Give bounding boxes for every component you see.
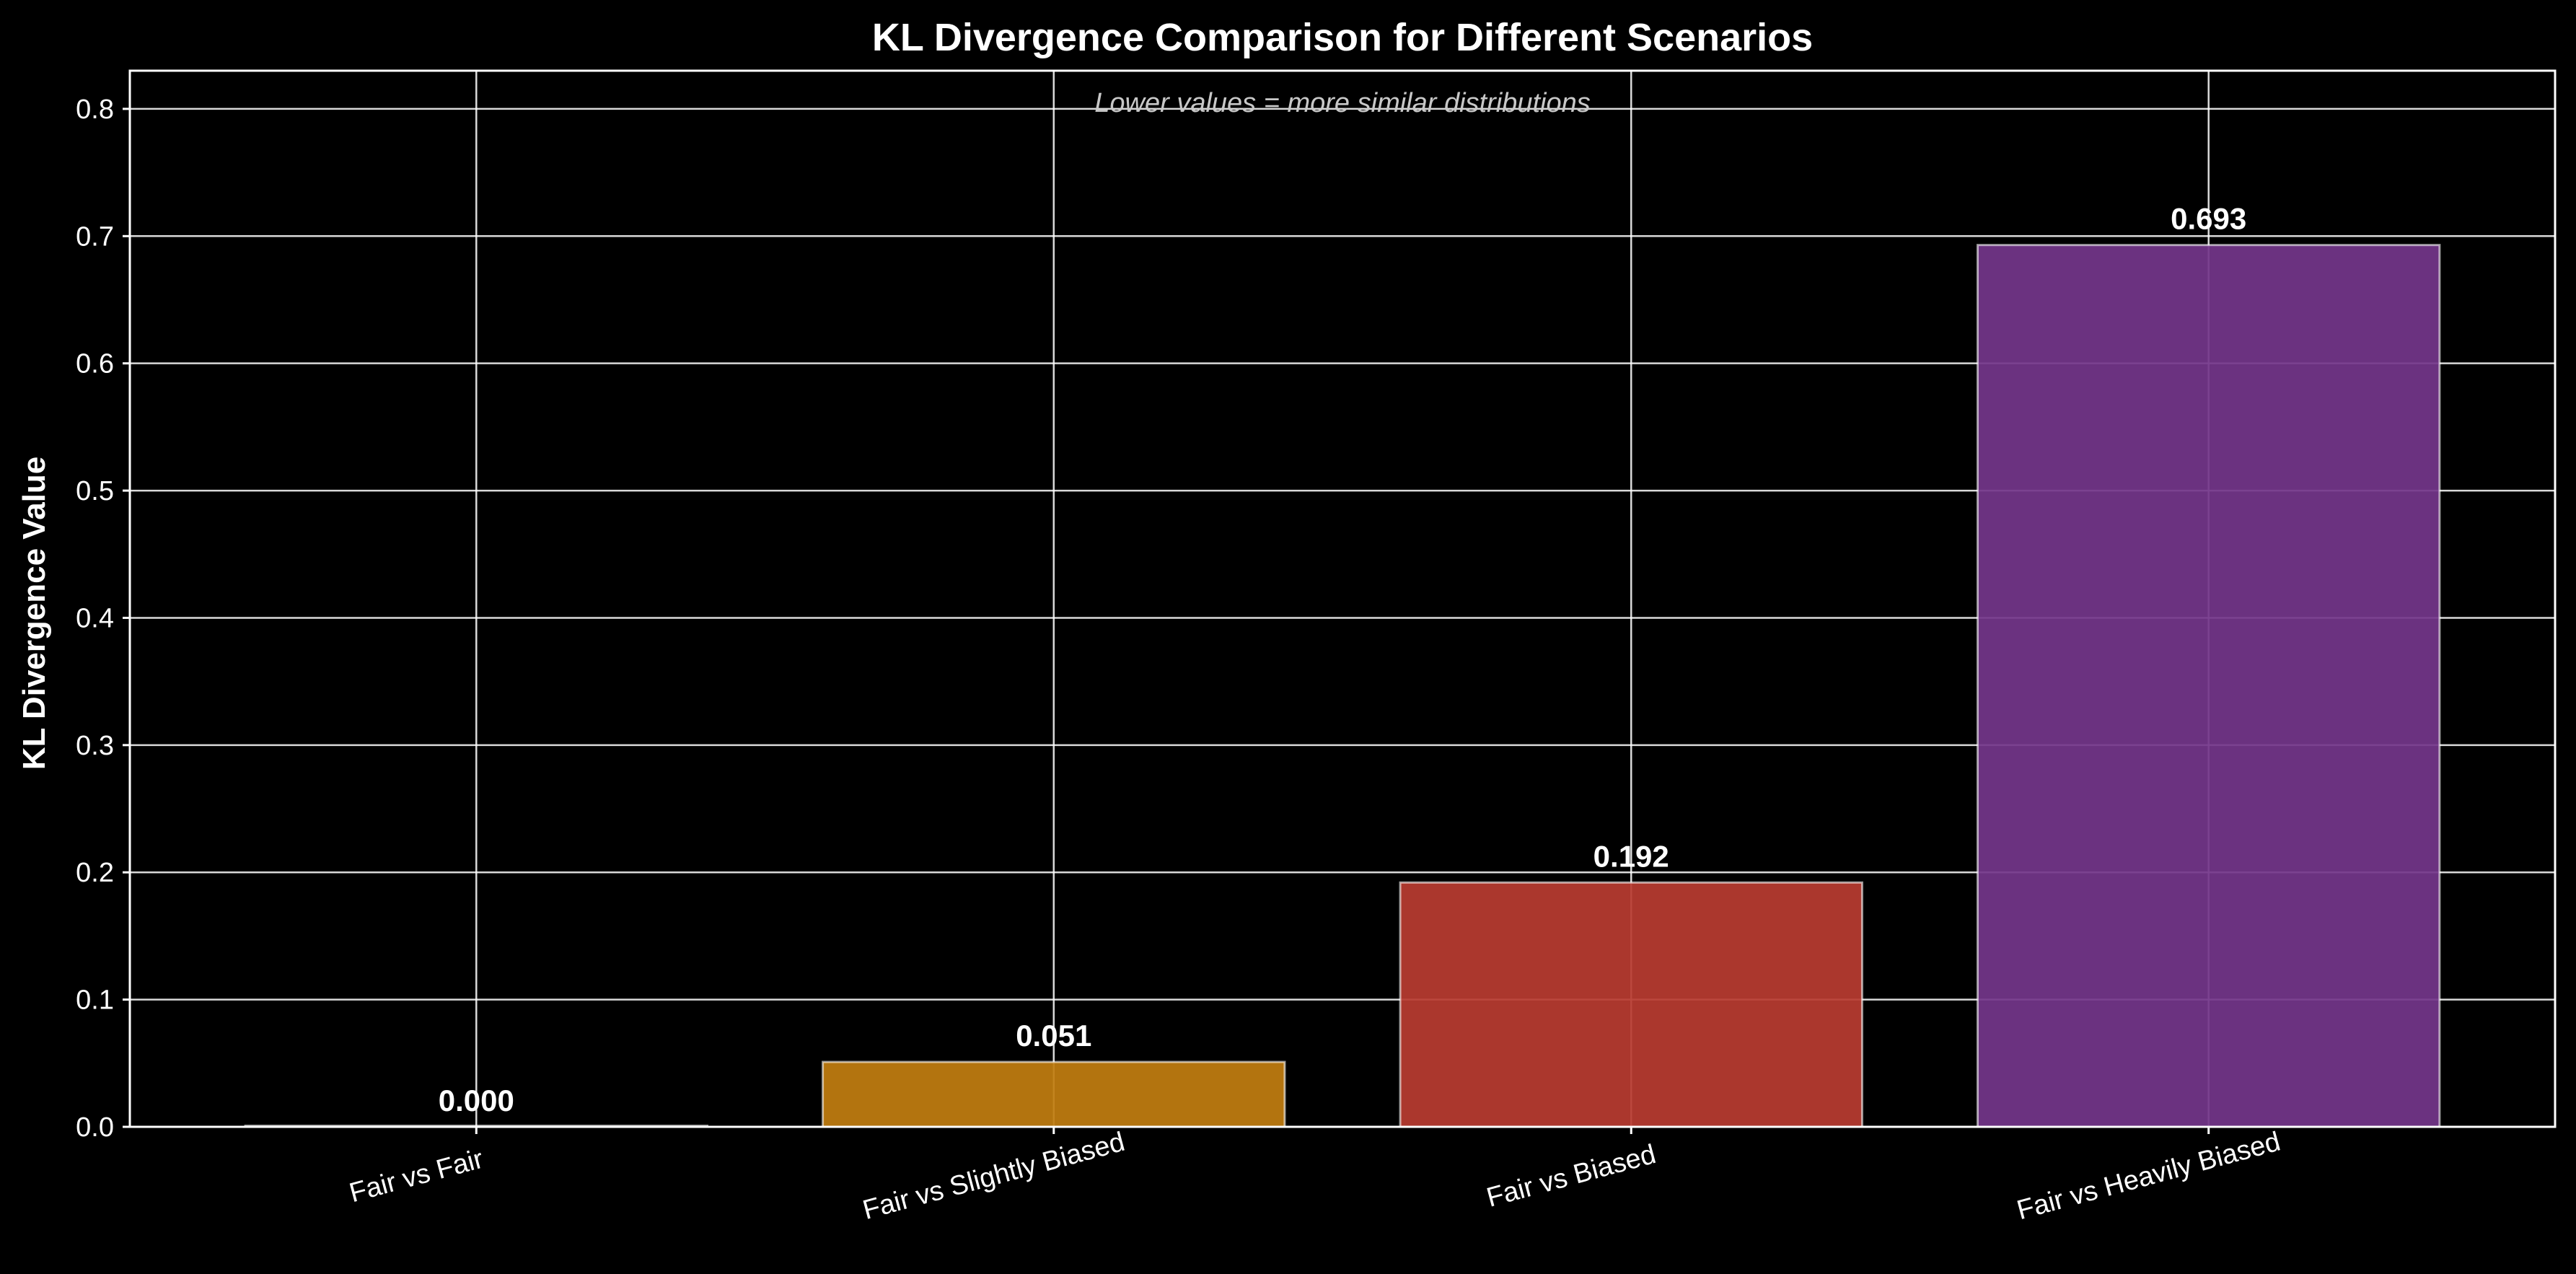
- y-tick-label: 0.5: [76, 476, 114, 506]
- y-tick-label: 0.1: [76, 985, 114, 1016]
- y-tick-label: 0.8: [76, 95, 114, 125]
- x-tick-label: Fair vs Biased: [1483, 1139, 1658, 1213]
- bar-value-label: 0.051: [1016, 1019, 1091, 1053]
- bar: [1977, 244, 2441, 1128]
- bar: [822, 1060, 1286, 1128]
- y-tick-label: 0.7: [76, 221, 114, 252]
- plot-frame: [128, 69, 2557, 1128]
- y-tick-label: 0.2: [76, 858, 114, 888]
- y-axis-label: KL Divergence Value: [17, 457, 52, 770]
- y-ticks-layer: 0.0 0.1 0.2 0.3 0.4 0.5 0.6 0.7 0.8: [76, 95, 130, 1143]
- y-tick-label: 0.3: [76, 731, 114, 761]
- y-tick-label: 0.4: [76, 603, 114, 633]
- bar-value-label: 0.693: [2171, 202, 2246, 236]
- x-tick-label: Fair vs Heavily Biased: [2014, 1126, 2284, 1226]
- x-tick-label: Fair vs Fair: [346, 1143, 487, 1208]
- chart-title: KL Divergence Comparison for Different S…: [872, 16, 1813, 59]
- y-tick-label: 0.6: [76, 349, 114, 379]
- x-ticks-layer: Fair vs Fair Fair vs Slightly Biased Fair …: [346, 1126, 2284, 1226]
- bar: [1399, 881, 1863, 1128]
- data-labels-layer: 0.000 0.051 0.192 0.693: [439, 202, 2247, 1117]
- chart-annotation: Lower values = more similar distribution…: [1094, 88, 1590, 118]
- bar-value-label: 0.000: [439, 1084, 514, 1117]
- bars-layer: [244, 244, 2441, 1128]
- bar-value-label: 0.192: [1593, 839, 1669, 873]
- x-tick-label: Fair vs Slightly Biased: [860, 1127, 1128, 1226]
- y-tick-label: 0.0: [76, 1112, 114, 1143]
